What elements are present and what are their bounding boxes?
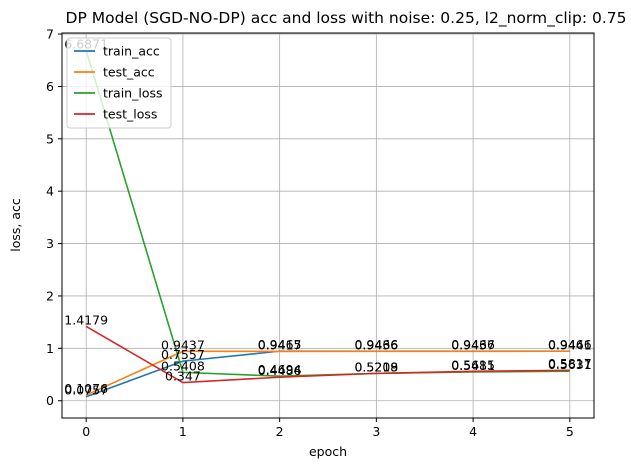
data-label-train_acc: 0.9466: [451, 337, 495, 352]
y-axis-label: loss, acc: [8, 198, 23, 252]
x-tick-label: 0: [82, 424, 90, 439]
data-label-train_acc: 0.0757: [64, 383, 108, 398]
plot-frame: [61, 32, 595, 419]
data-label-test_loss: 0.4486: [258, 363, 302, 378]
x-axis-label: epoch: [309, 444, 347, 459]
legend-label: train_acc: [103, 44, 160, 59]
data-label-test_acc: 0.1076: [64, 381, 108, 396]
data-label-train_acc: 0.7557: [161, 347, 205, 362]
y-tick-label: 4: [46, 184, 54, 199]
y-tick-label: 3: [46, 236, 54, 251]
data-label-test_acc: 0.9437: [161, 337, 205, 352]
data-label-train_loss: 0.5481: [451, 358, 495, 373]
data-label-test_acc: 0.9436: [354, 337, 398, 352]
legend-label: train_loss: [103, 86, 163, 101]
x-tick-label: 4: [469, 424, 477, 439]
x-tick-label: 1: [179, 424, 187, 439]
data-label-test_loss: 0.5817: [548, 356, 592, 371]
legend: train_acc test_acc train_loss test_loss: [66, 37, 172, 129]
data-label-train_acc: 0.9466: [548, 337, 592, 352]
data-label-train_loss: 0.5408: [161, 358, 205, 373]
data-label-test_acc: 0.9417: [258, 337, 302, 352]
y-tick-label: 2: [46, 288, 54, 303]
data-label-train_loss: 0.4694: [258, 362, 302, 377]
y-tick-label: 7: [46, 27, 54, 42]
data-label-test_loss: 0.5218: [354, 359, 398, 374]
grid: [62, 33, 594, 418]
x-tick-label: 5: [566, 424, 574, 439]
series-lines: [85, 50, 570, 398]
data-label-train_acc: 0.9465: [258, 337, 302, 352]
x-tick-label: 2: [276, 424, 284, 439]
x-tick-label: 3: [372, 424, 380, 439]
data-label-train_loss: 0.5209: [354, 359, 398, 374]
y-tick-label: 5: [46, 131, 54, 146]
data-label-test_acc: 0.9437: [451, 337, 495, 352]
y-axis: 0 1 2 3 4 5 6 7: [46, 27, 62, 408]
data-label-test_loss: 0.347: [165, 369, 201, 384]
series-line-test_loss: [85, 325, 570, 384]
legend-box: [66, 37, 172, 129]
y-tick-label: 6: [46, 79, 54, 94]
y-tick-label: 0: [46, 393, 54, 408]
data-label-train_loss: 0.5631: [548, 357, 592, 372]
data-label-test_acc: 0.9441: [548, 337, 592, 352]
data-label-test_loss: 1.4179: [64, 312, 108, 327]
chart-title: DP Model (SGD-NO-DP) acc and loss with n…: [66, 9, 627, 28]
legend-label: test_loss: [103, 107, 157, 122]
legend-label: test_acc: [103, 65, 155, 80]
x-axis: 0 1 2 3 4 5: [82, 418, 574, 439]
series-line-train_acc: [85, 350, 570, 398]
y-tick-label: 1: [46, 341, 54, 356]
series-line-test_acc: [85, 350, 570, 396]
data-label-test_loss: 0.5615: [451, 357, 495, 372]
data-label-train_acc: 0.9466: [354, 337, 398, 352]
